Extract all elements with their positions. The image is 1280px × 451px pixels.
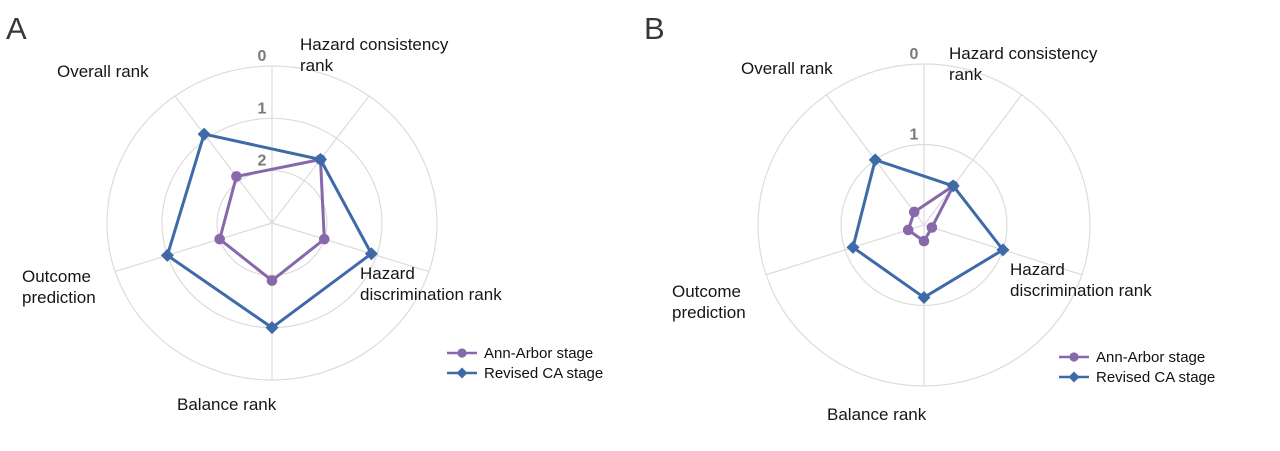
- legend-circle-marker: [1069, 352, 1079, 362]
- series-line-ann-arbor-stage: [218, 157, 326, 283]
- radial-tick-label: 0: [910, 46, 919, 63]
- axis-label-balance-rank: Balance rank: [177, 395, 277, 414]
- series-point-revised-ca-stage: [996, 243, 1010, 257]
- legend-label-ann-arbor: Ann-Arbor stage: [484, 344, 594, 362]
- legend-marker-circle-icon: [447, 348, 477, 358]
- legend-panel-a: Ann-Arbor stage Revised CA stage: [446, 343, 603, 383]
- series-point-revised-ca-stage: [868, 153, 882, 167]
- series-line-revised-ca-stage: [165, 132, 373, 330]
- radial-tick-label: 2: [258, 153, 267, 170]
- series-point-revised-ca-stage: [313, 152, 327, 166]
- radial-tick-label: 0: [258, 48, 267, 65]
- radar-spoke: [271, 222, 430, 273]
- legend-diamond-marker: [456, 367, 468, 379]
- series-line-revised-ca-stage: [851, 158, 1005, 299]
- series-point-ann-arbor-stage: [231, 171, 242, 182]
- radar-spoke: [923, 94, 1023, 226]
- axis-label-hazard-consistency-rank: Hazard consistency rank: [949, 44, 1098, 84]
- radial-tick-label: 1: [910, 127, 919, 144]
- series-point-ann-arbor-stage: [266, 275, 278, 286]
- axis-label-hazard-consistency-rank: Hazard consistency rank: [300, 35, 449, 75]
- legend-marker-diamond-icon: [1059, 371, 1089, 383]
- axis-label-overall-rank: Overall rank: [57, 62, 149, 81]
- series-point-ann-arbor-stage: [908, 206, 920, 218]
- radial-tick-label: 1: [258, 100, 267, 117]
- legend-item-revised-ca-stage: Revised CA stage: [446, 363, 603, 383]
- series-point-revised-ca-stage: [265, 321, 279, 335]
- legend-item-ann-arbor-stage: Ann-Arbor stage: [446, 343, 603, 363]
- series-point-revised-ca-stage: [946, 179, 960, 193]
- series-point-revised-ca-stage: [197, 127, 211, 141]
- legend-item-revised-ca-stage: Revised CA stage: [1058, 367, 1215, 387]
- axis-label-outcome-prediction: Outcome prediction: [672, 282, 746, 322]
- series-point-revised-ca-stage: [917, 290, 931, 304]
- legend-marker-circle-icon: [1059, 352, 1089, 362]
- axis-label-balance-rank: Balance rank: [827, 405, 927, 424]
- panel-label-b: B: [644, 11, 665, 46]
- axis-label-hazard-discrimination-rank: Hazard discrimination rank: [1010, 260, 1152, 300]
- legend-label-revised-ca: Revised CA stage: [484, 364, 604, 382]
- series-point-revised-ca-stage: [846, 240, 860, 254]
- axis-label-outcome-prediction: Outcome prediction: [22, 267, 96, 307]
- series-point-ann-arbor-stage: [319, 233, 330, 245]
- series-point-revised-ca-stage: [160, 248, 174, 262]
- radar-spoke: [765, 224, 925, 276]
- legend-marker-diamond-icon: [447, 367, 477, 379]
- series-point-revised-ca-stage: [364, 247, 378, 261]
- series-point-ann-arbor-stage: [926, 222, 938, 233]
- series-point-ann-arbor-stage: [214, 233, 225, 245]
- legend-label-ann-arbor: Ann-Arbor stage: [1096, 348, 1206, 366]
- axis-label-overall-rank: Overall rank: [741, 59, 833, 78]
- radar-spoke: [174, 95, 273, 224]
- legend-panel-b: Ann-Arbor stage Revised CA stage: [1058, 347, 1215, 387]
- legend-label-revised-ca: Revised CA stage: [1096, 368, 1216, 386]
- panel-label-a: A: [6, 11, 27, 46]
- legend-diamond-marker: [1068, 371, 1080, 383]
- series-point-ann-arbor-stage: [902, 224, 914, 236]
- legend-circle-marker: [457, 348, 467, 358]
- legend-item-ann-arbor-stage: Ann-Arbor stage: [1058, 347, 1215, 367]
- axis-label-hazard-discrimination-rank: Hazard discrimination rank: [360, 264, 502, 304]
- series-point-ann-arbor-stage: [918, 235, 930, 247]
- radar-spoke: [114, 222, 273, 273]
